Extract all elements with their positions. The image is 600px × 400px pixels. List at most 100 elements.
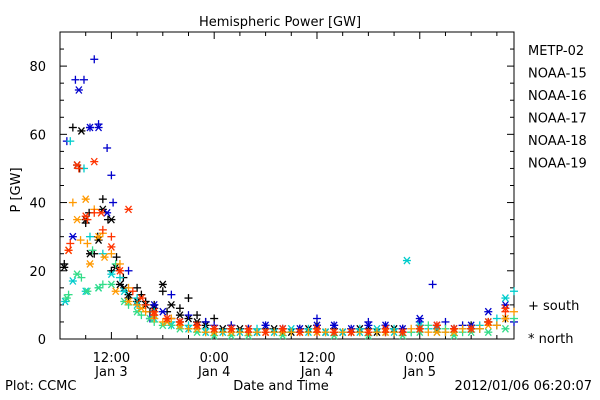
point-north bbox=[227, 324, 236, 333]
point-north bbox=[81, 212, 90, 221]
point-south bbox=[115, 259, 124, 268]
point-south bbox=[184, 311, 193, 320]
point-south bbox=[112, 253, 121, 262]
point-south bbox=[304, 328, 313, 337]
point-south bbox=[492, 321, 501, 330]
point-south bbox=[235, 328, 244, 337]
point-north bbox=[60, 263, 69, 272]
series-noaa-18 bbox=[64, 195, 518, 337]
point-north bbox=[167, 300, 176, 309]
point-north bbox=[158, 307, 167, 316]
point-north bbox=[415, 314, 424, 323]
point-south bbox=[79, 75, 88, 84]
point-north bbox=[124, 205, 133, 214]
point-south bbox=[458, 324, 467, 333]
point-south bbox=[83, 239, 92, 248]
legend-entry: NOAA-18 bbox=[528, 134, 587, 149]
point-south bbox=[510, 307, 518, 316]
point-south bbox=[107, 232, 116, 241]
point-south bbox=[141, 300, 150, 309]
x-axis-label: Date and Time bbox=[233, 379, 329, 394]
y-tick-label: 20 bbox=[29, 265, 46, 280]
point-north bbox=[501, 304, 510, 313]
point-north bbox=[193, 321, 202, 330]
point-south bbox=[68, 198, 77, 207]
point-south bbox=[71, 75, 80, 84]
point-north bbox=[124, 297, 133, 306]
point-north bbox=[278, 324, 287, 333]
point-south bbox=[321, 328, 330, 337]
point-south bbox=[124, 266, 133, 275]
point-south bbox=[103, 143, 112, 152]
point-north bbox=[94, 232, 103, 241]
point-north bbox=[175, 311, 184, 320]
plot-credit: Plot: CCMC bbox=[5, 379, 76, 394]
point-south bbox=[158, 287, 167, 296]
point-north bbox=[450, 324, 459, 333]
point-south bbox=[184, 294, 193, 303]
legend-entry: NOAA-15 bbox=[528, 67, 587, 82]
x-tick-label-time: 12:00 bbox=[93, 351, 130, 366]
point-north bbox=[244, 324, 253, 333]
point-north bbox=[81, 195, 90, 204]
point-south bbox=[98, 249, 107, 258]
y-axis-label: P [GW] bbox=[9, 167, 24, 212]
point-south bbox=[338, 328, 347, 337]
x-tick-label-date: Jan 5 bbox=[403, 365, 436, 380]
point-north bbox=[175, 318, 184, 326]
point-north bbox=[90, 157, 99, 166]
point-south bbox=[115, 273, 124, 282]
point-north bbox=[261, 321, 270, 330]
point-north bbox=[97, 208, 106, 217]
point-north bbox=[163, 314, 172, 323]
point-north bbox=[402, 256, 411, 265]
point-north bbox=[64, 246, 73, 255]
point-north bbox=[94, 283, 103, 292]
point-south bbox=[492, 314, 501, 323]
point-south bbox=[475, 324, 484, 333]
plot-frame bbox=[59, 31, 515, 340]
legend-entry: NOAA-19 bbox=[528, 157, 587, 172]
point-south bbox=[287, 328, 296, 337]
point-south bbox=[66, 239, 75, 248]
legend-north-marker: * north bbox=[528, 332, 574, 347]
point-south bbox=[167, 290, 176, 299]
x-tick-label-date: Jan 3 bbox=[94, 365, 127, 380]
point-south bbox=[218, 328, 227, 337]
point-north bbox=[501, 314, 510, 323]
point-north bbox=[115, 266, 124, 275]
legend-entry: NOAA-17 bbox=[528, 112, 587, 127]
point-south bbox=[85, 232, 94, 241]
y-axis-ticks: 0 20 40 60 80 bbox=[29, 31, 514, 348]
series-noaa-17 bbox=[62, 246, 518, 340]
point-north bbox=[111, 287, 120, 296]
point-north bbox=[484, 328, 493, 337]
point-north bbox=[137, 294, 146, 302]
point-north bbox=[133, 307, 142, 316]
y-tick-label: 40 bbox=[29, 197, 46, 212]
point-north bbox=[415, 324, 424, 333]
point-south bbox=[109, 198, 118, 207]
point-north bbox=[115, 280, 124, 289]
point-north bbox=[100, 253, 109, 262]
point-south bbox=[64, 290, 73, 299]
point-north bbox=[85, 123, 94, 132]
point-north bbox=[484, 307, 493, 316]
point-south bbox=[428, 280, 437, 289]
point-south bbox=[424, 321, 433, 330]
point-north bbox=[73, 270, 82, 279]
point-south bbox=[270, 328, 279, 337]
point-north bbox=[68, 232, 77, 241]
point-south bbox=[83, 215, 92, 224]
point-south bbox=[98, 195, 107, 204]
point-north bbox=[312, 324, 321, 333]
point-north bbox=[158, 280, 167, 289]
point-north bbox=[68, 277, 77, 285]
point-north bbox=[124, 290, 133, 299]
point-north bbox=[73, 215, 82, 224]
point-north bbox=[107, 270, 116, 279]
point-north bbox=[107, 215, 116, 224]
point-north bbox=[330, 328, 339, 337]
point-north bbox=[467, 324, 476, 333]
